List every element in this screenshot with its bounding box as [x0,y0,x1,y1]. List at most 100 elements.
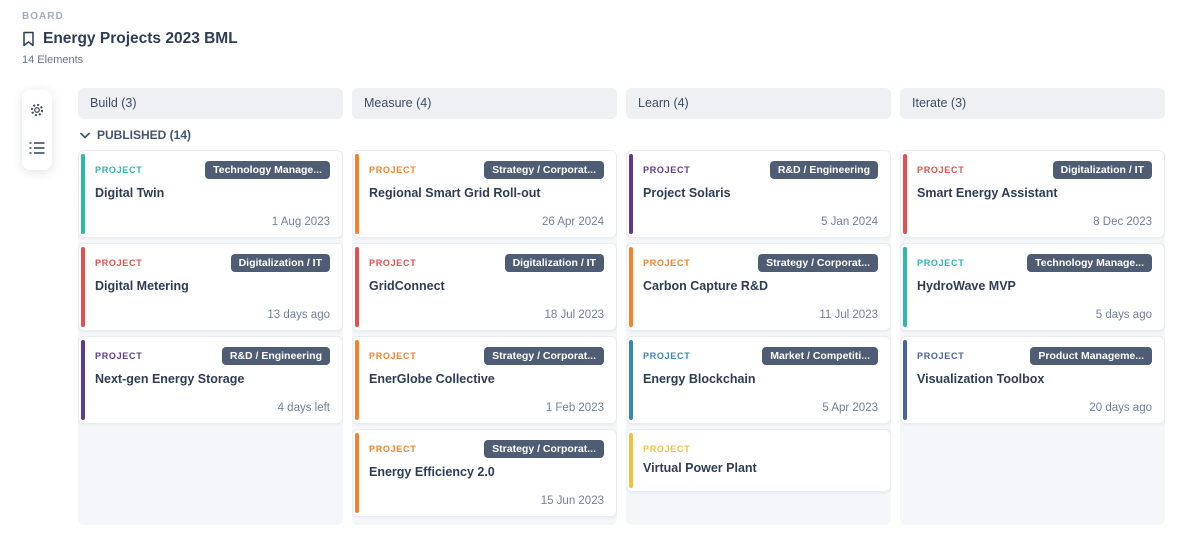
project-card[interactable]: PROJECT Digitalization / IT Digital Mete… [78,243,343,331]
card-title: Smart Energy Assistant [917,186,1058,200]
card-accent-bar [355,433,359,513]
chevron-down-icon [80,132,90,139]
card-title: Energy Blockchain [643,372,756,386]
project-card[interactable]: PROJECT Technology Manage... Digital Twi… [78,150,343,238]
card-date: 8 Dec 2023 [1093,216,1152,228]
card-date: 11 Jul 2023 [819,309,878,321]
project-card[interactable]: PROJECT Strategy / Corporat... Carbon Ca… [626,243,891,331]
card-date: 5 days ago [1095,309,1152,321]
card-category-tag: Digitalization / IT [230,254,330,272]
list-view-button[interactable] [29,140,45,156]
card-category-tag: Strategy / Corporat... [484,161,604,179]
group-published-label: PUBLISHED (14) [97,128,192,142]
column-header-build: Build (3) [78,88,343,119]
project-card[interactable]: PROJECT Strategy / Corporat... Regional … [352,150,617,238]
card-date: 5 Apr 2023 [822,402,878,414]
project-card[interactable]: PROJECT Technology Manage... HydroWave M… [900,243,1165,331]
card-type-label: PROJECT [369,444,417,454]
column-build: Build (3) PROJECT Technology Manage... D… [78,88,343,525]
card-type-label: PROJECT [369,258,417,268]
card-title: Digital Metering [95,279,189,293]
side-toolbar [22,90,52,170]
card-title: Carbon Capture R&D [643,279,769,293]
project-card[interactable]: PROJECT Digitalization / IT Smart Energy… [900,150,1165,238]
card-type-label: PROJECT [643,444,691,454]
group-published-toggle[interactable]: PUBLISHED (14) [80,128,191,142]
card-type-label: PROJECT [917,165,965,175]
kanban-board: Build (3) PROJECT Technology Manage... D… [78,88,1165,525]
card-type-label: PROJECT [369,165,417,175]
column-header-iterate: Iterate (3) [900,88,1165,119]
card-date: 1 Feb 2023 [545,402,604,414]
card-type-label: PROJECT [369,351,417,361]
card-date: 15 Jun 2023 [540,495,604,507]
project-card[interactable]: PROJECT Strategy / Corporat... EnerGlobe… [352,336,617,424]
card-date: 1 Aug 2023 [271,216,330,228]
card-title: EnerGlobe Collective [369,372,495,386]
gear-icon [29,102,45,118]
card-type-label: PROJECT [643,351,691,361]
list-icon [29,141,45,155]
column-header-measure: Measure (4) [352,88,617,119]
project-card[interactable]: PROJECT Strategy / Corporat... Energy Ef… [352,429,617,517]
project-card[interactable]: PROJECT R&D / Engineering Next-gen Energ… [78,336,343,424]
card-type-label: PROJECT [95,351,143,361]
card-category-tag: R&D / Engineering [221,347,330,365]
card-date: 20 days ago [1089,402,1152,414]
card-date: 26 Apr 2024 [541,216,604,228]
project-card[interactable]: PROJECT Virtual Power Plant [626,429,891,492]
board-eyebrow: BOARD [22,11,64,22]
card-date: 13 days ago [267,309,330,321]
card-category-tag: R&D / Engineering [769,161,878,179]
card-category-tag: Market / Competiti... [762,347,878,365]
card-title: Project Solaris [643,186,731,200]
page-title: Energy Projects 2023 BML [43,30,238,47]
project-card[interactable]: PROJECT Market / Competiti... Energy Blo… [626,336,891,424]
project-card[interactable]: PROJECT R&D / Engineering Project Solari… [626,150,891,238]
card-title: Regional Smart Grid Roll-out [369,186,541,200]
card-accent-bar [355,247,359,327]
column-body-iterate: PROJECT Digitalization / IT Smart Energy… [900,150,1165,525]
column-learn: Learn (4) PROJECT R&D / Engineering Proj… [626,88,891,525]
card-date: 4 days left [277,402,330,414]
card-title: Energy Efficiency 2.0 [369,465,495,479]
card-category-tag: Strategy / Corporat... [484,347,604,365]
card-category-tag: Technology Manage... [205,161,330,179]
card-accent-bar [81,154,85,234]
card-type-label: PROJECT [643,165,691,175]
card-type-label: PROJECT [917,258,965,268]
column-body-learn: PROJECT R&D / Engineering Project Solari… [626,150,891,525]
card-title: Next-gen Energy Storage [95,372,245,386]
card-title: GridConnect [369,279,445,293]
element-count: 14 Elements [22,54,84,66]
card-accent-bar [629,433,633,488]
card-accent-bar [355,154,359,234]
column-body-build: PROJECT Technology Manage... Digital Twi… [78,150,343,525]
card-date: 18 Jul 2023 [544,309,604,321]
card-category-tag: Product Manageme... [1030,347,1152,365]
column-header-learn: Learn (4) [626,88,891,119]
card-title: Virtual Power Plant [643,461,757,475]
card-category-tag: Technology Manage... [1027,254,1152,272]
card-category-tag: Strategy / Corporat... [484,440,604,458]
column-measure: Measure (4) PROJECT Strategy / Corporat.… [352,88,617,525]
project-card[interactable]: PROJECT Digitalization / IT GridConnect … [352,243,617,331]
card-accent-bar [629,340,633,420]
card-category-tag: Digitalization / IT [1052,161,1152,179]
card-title: Digital Twin [95,186,165,200]
card-category-tag: Digitalization / IT [504,254,604,272]
card-title: Visualization Toolbox [917,372,1045,386]
card-type-label: PROJECT [643,258,691,268]
bookmark-icon [22,31,35,47]
card-accent-bar [629,247,633,327]
card-type-label: PROJECT [95,258,143,268]
card-accent-bar [355,340,359,420]
column-body-measure: PROJECT Strategy / Corporat... Regional … [352,150,617,525]
page-header: BOARD Energy Projects 2023 BML 14 Elemen… [22,11,238,66]
card-category-tag: Strategy / Corporat... [758,254,878,272]
card-accent-bar [903,247,907,327]
card-accent-bar [81,340,85,420]
card-accent-bar [629,154,633,234]
settings-button[interactable] [29,102,45,118]
project-card[interactable]: PROJECT Product Manageme... Visualizatio… [900,336,1165,424]
